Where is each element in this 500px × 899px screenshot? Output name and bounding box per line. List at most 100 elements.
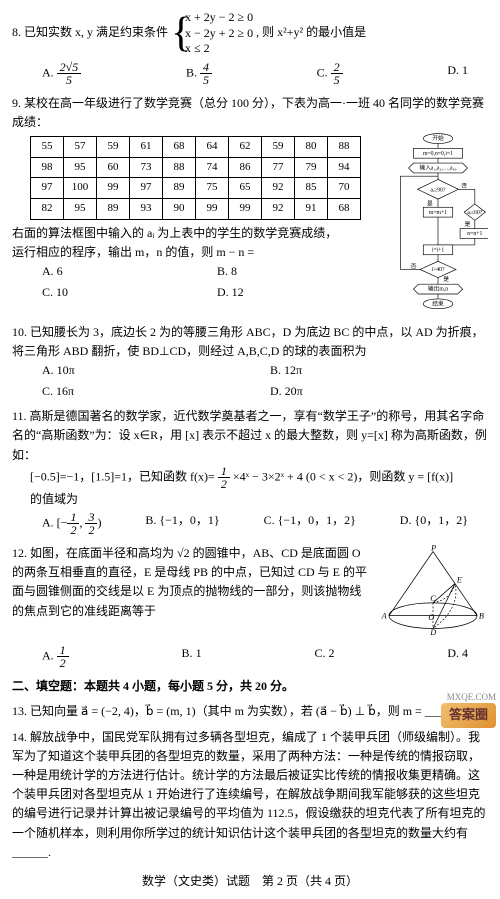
- q9-opt-d: D. 12: [217, 283, 382, 302]
- table-cell: 68: [328, 198, 361, 219]
- q9-opt-c: C. 10: [42, 283, 207, 302]
- table-cell: 75: [196, 178, 229, 199]
- q11-opt-a: A. [−12, 32): [42, 511, 101, 536]
- q8-system: x + 2y − 2 ≥ 0 x − 2y + 2 ≥ 0 x ≤ 2: [171, 10, 253, 57]
- table-cell: 86: [229, 157, 262, 178]
- q12-opt-d: D. 4: [447, 644, 468, 669]
- table-cell: 60: [97, 157, 130, 178]
- svg-text:输入a₁,a₂,…,a₄₀: 输入a₁,a₂,…,a₄₀: [419, 164, 456, 172]
- svg-text:E: E: [456, 576, 462, 585]
- corner-badge: 答案圈: [441, 703, 496, 728]
- table-cell: 95: [64, 157, 97, 178]
- q11-stem1: 11. 高斯是德国著名的数学家，近代数学奠基者之一，享有“数学王子”的称号，用其…: [12, 409, 487, 461]
- table-cell: 59: [262, 137, 295, 158]
- question-8: 8. 已知实数 x, y 满足约束条件 x + 2y − 2 ≥ 0 x − 2…: [12, 8, 488, 88]
- q11-opt-d: D. {0，1，2}: [400, 511, 468, 536]
- question-13: 13. 已知向量 a⃗ = (−2, 4)，b⃗ = (m, 1)（其中 m 为…: [12, 702, 488, 721]
- question-14: 14. 解放战争中，国民党军队拥有过多辆各型坦克，编成了 1 个装甲兵团（师级编…: [12, 728, 488, 862]
- q10-opt-b: B. 12π: [270, 361, 488, 380]
- svg-text:是: 是: [465, 221, 471, 228]
- table-cell: 85: [295, 178, 328, 199]
- q8-opt-d: D. 1: [447, 61, 468, 86]
- table-cell: 92: [262, 198, 295, 219]
- table-cell: 93: [130, 198, 163, 219]
- q11-opt-b: B. {−1，0，1}: [145, 511, 219, 536]
- q8-stem-prefix: 8. 已知实数 x, y 满足约束条件: [12, 25, 168, 39]
- svg-text:O: O: [428, 613, 434, 622]
- svg-text:m=0,n=0,i=1: m=0,n=0,i=1: [423, 151, 453, 157]
- table-cell: 77: [262, 157, 295, 178]
- corner-sub: MXQE.COM: [447, 690, 496, 704]
- table-cell: 99: [196, 198, 229, 219]
- table-cell: 88: [328, 137, 361, 158]
- svg-text:是: 是: [443, 276, 449, 283]
- question-11: 11. 高斯是德国著名的数学家，近代数学奠基者之一，享有“数学王子”的称号，用其…: [12, 407, 488, 538]
- svg-text:B: B: [479, 611, 484, 620]
- q8-opt-b: B. 45: [186, 61, 212, 86]
- table-cell: 97: [130, 178, 163, 199]
- q9-opt-b: B. 8: [217, 262, 382, 281]
- table-cell: 80: [295, 137, 328, 158]
- svg-text:是: 是: [427, 201, 433, 208]
- svg-text:结束: 结束: [432, 300, 444, 308]
- question-12: P E C A O D B 12. 如图，在底面半径和高均为 √2 的圆锥中，A…: [12, 544, 488, 671]
- table-cell: 70: [328, 178, 361, 199]
- q12-opt-b: B. 1: [182, 644, 202, 669]
- svg-text:n=n+1: n=n+1: [467, 231, 482, 237]
- table-cell: 100: [64, 178, 97, 199]
- q9-opt-a: A. 6: [42, 262, 207, 281]
- q12-options: A. 12 B. 1 C. 2 D. 4: [12, 642, 488, 671]
- table-row: 55575961686462598088: [31, 137, 361, 158]
- q10-opt-a: A. 10π: [42, 361, 260, 380]
- table-cell: 88: [163, 157, 196, 178]
- q10-stem: 10. 已知腰长为 3，底边长 2 为的等腰三角形 ABC，D 为底边 BC 的…: [12, 323, 488, 361]
- svg-text:否: 否: [461, 183, 467, 190]
- svg-text:开始: 开始: [432, 134, 444, 142]
- table-cell: 64: [196, 137, 229, 158]
- question-10: 10. 已知腰长为 3，底边长 2 为的等腰三角形 ABC，D 为底边 BC 的…: [12, 323, 488, 402]
- q10-opt-d: D. 20π: [270, 382, 488, 401]
- table-cell: 91: [295, 198, 328, 219]
- table-cell: 73: [130, 157, 163, 178]
- table-cell: 57: [64, 137, 97, 158]
- table-cell: 94: [328, 157, 361, 178]
- table-cell: 89: [163, 178, 196, 199]
- q9-options: A. 6 B. 8 C. 10 D. 12: [12, 262, 382, 302]
- flowchart-svg: 开始 m=0,n=0,i=1 输入a₁,a₂,…,a₄₀ aᵢ≥90? 否 是 …: [388, 132, 488, 312]
- table-cell: 55: [31, 137, 64, 158]
- table-cell: 79: [295, 157, 328, 178]
- table-cell: 59: [97, 137, 130, 158]
- table-row: 971009997897565928570: [31, 178, 361, 199]
- q11-stem2: 的值域为: [12, 490, 488, 509]
- q9-stem1: 9. 某校在高一年级进行了数学竞赛（总分 100 分），下表为高一·一班 40 …: [12, 94, 488, 132]
- table-cell: 68: [163, 137, 196, 158]
- table-cell: 65: [229, 178, 262, 199]
- table-cell: 97: [31, 178, 64, 199]
- svg-text:m=m+1: m=m+1: [429, 210, 447, 216]
- question-9: 9. 某校在高一年级进行了数学竞赛（总分 100 分），下表为高一·一班 40 …: [12, 94, 488, 317]
- q8-opt-a: A. 2√55: [42, 61, 81, 86]
- q9-table-body: 5557596168646259808898956073887486777994…: [31, 137, 361, 219]
- q10-opt-c: C. 16π: [42, 382, 260, 401]
- q12-opt-c: C. 2: [314, 644, 334, 669]
- q11-opt-c: C. {−1，0，1，2}: [264, 511, 356, 536]
- q11-options: A. [−12, 32) B. {−1，0，1} C. {−1，0，1，2} D…: [12, 509, 488, 538]
- svg-text:i>40?: i>40?: [431, 267, 445, 273]
- svg-text:aᵢ≥90?: aᵢ≥90?: [431, 188, 446, 194]
- table-cell: 98: [31, 157, 64, 178]
- flowchart: 开始 m=0,n=0,i=1 输入a₁,a₂,…,a₄₀ aᵢ≥90? 否 是 …: [388, 132, 488, 316]
- table-cell: 95: [64, 198, 97, 219]
- q12-opt-a: A. 12: [42, 644, 69, 669]
- q8-opt-c: C. 25: [317, 61, 343, 86]
- cone-figure: P E C A O D B: [378, 544, 488, 642]
- svg-text:输出m,n: 输出m,n: [428, 285, 448, 293]
- svg-text:否: 否: [411, 263, 417, 270]
- svg-text:A: A: [381, 611, 388, 620]
- svg-text:D: D: [429, 628, 436, 636]
- q9-table: 5557596168646259808898956073887486777994…: [30, 136, 361, 219]
- table-cell: 99: [97, 178, 130, 199]
- table-cell: 92: [262, 178, 295, 199]
- svg-text:P: P: [430, 544, 436, 553]
- table-row: 82958993909999929168: [31, 198, 361, 219]
- page-footer: 数学（文史类）试题 第 2 页（共 4 页）: [12, 872, 488, 891]
